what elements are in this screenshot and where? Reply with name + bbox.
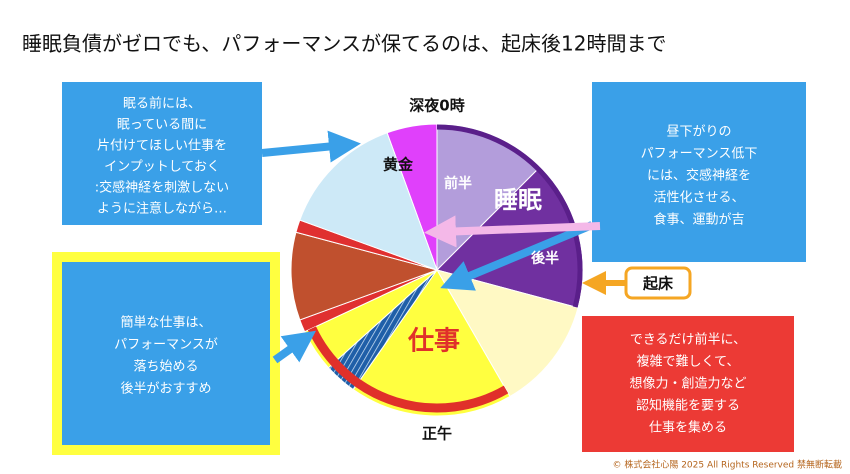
callout-line: できるだけ前半に、 <box>630 332 746 348</box>
callout-line: パフォーマンスが <box>114 338 218 353</box>
first-half-label: 前半 <box>444 175 472 192</box>
callout-line: 簡単な仕事は、 <box>120 315 211 331</box>
copyright: © 株式会社心陽 2025 All Rights Reserved 禁無断転載 <box>612 459 842 471</box>
sleep-arc <box>436 124 583 308</box>
arrow <box>261 130 361 163</box>
callout-line: 片付けてほしい仕事を <box>97 139 227 154</box>
pie-slice <box>290 231 439 321</box>
callout-line: 認知機能を要する <box>636 398 740 414</box>
clock-pie <box>290 123 584 417</box>
callout-line: 昼下がりの <box>666 125 731 140</box>
callout-line: 後半がおすすめ <box>120 382 211 397</box>
work-arc <box>307 326 509 413</box>
clock-bottom-label: 正午 <box>422 425 452 443</box>
callout-line: :交感神経を刺激しない <box>95 180 229 196</box>
pie-slice <box>435 269 579 398</box>
arrow <box>440 221 594 291</box>
callout-line: 活性化させる、 <box>653 191 744 206</box>
arrow <box>424 215 601 248</box>
pie-slice <box>352 269 511 417</box>
title: 睡眠負債がゼロでも、パフォーマンスが保てるのは、起床後12時間まで <box>22 32 666 56</box>
callout-line: ように注意しながら… <box>97 201 227 217</box>
callout-line: 食事、運動が吉 <box>653 212 744 228</box>
callout-line: 仕事を集める <box>649 420 727 436</box>
clock-top-label: 深夜0時 <box>409 97 464 115</box>
second-half-label: 後半 <box>531 250 559 267</box>
callout-box <box>582 316 794 452</box>
callout-box <box>52 252 280 455</box>
work-label: 仕事 <box>407 327 460 357</box>
pie-slice <box>299 132 438 271</box>
callout-line: 眠っている間に <box>117 118 207 133</box>
callout-box <box>592 82 806 262</box>
callout-line: インプットしておく <box>104 160 220 175</box>
wake-label: 起床 <box>642 275 674 293</box>
callout-line: 落ち始める <box>133 360 198 375</box>
sleep-label: 睡眠 <box>494 186 542 214</box>
golden-label: 黄金 <box>383 156 414 174</box>
callout-line: 眠る前には、 <box>123 96 201 112</box>
callout-line: には、交感神経を <box>647 168 751 184</box>
callout-line: 複雑で難しくて、 <box>637 354 740 370</box>
callout-box <box>62 82 262 225</box>
wake-box <box>624 266 692 300</box>
callout-line: 想像力・創造力など <box>629 376 746 392</box>
callout-line: パフォーマンス低下 <box>641 147 758 162</box>
arrow <box>272 330 317 364</box>
